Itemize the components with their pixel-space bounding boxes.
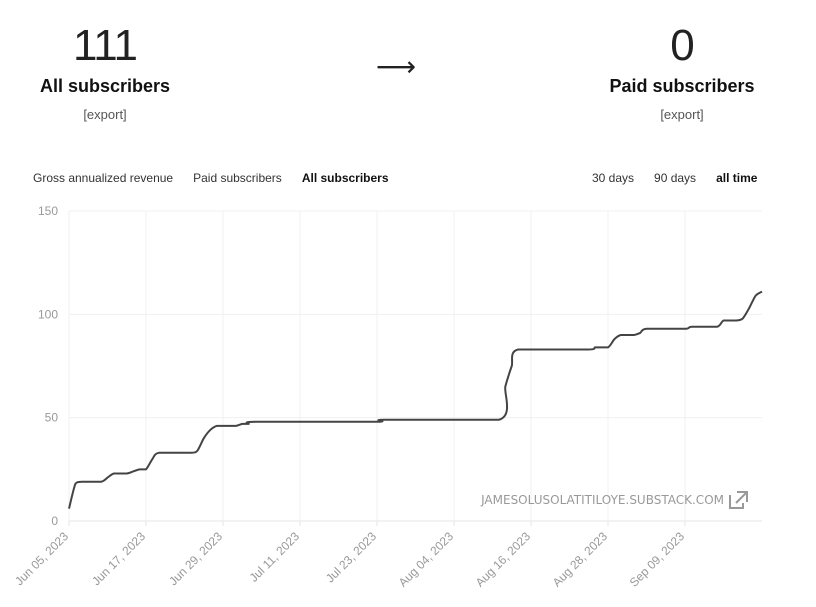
paid-subscribers-label: Paid subscribers <box>609 76 755 96</box>
y-tick-label: 100 <box>38 307 58 321</box>
external-link-icon[interactable] <box>729 491 748 509</box>
tab-90-days[interactable]: 90 days <box>654 171 697 185</box>
x-tick-label: Jul 23, 2023 <box>323 529 379 585</box>
x-tick-label: Jun 29, 2023 <box>166 529 225 588</box>
x-tick-label: Jun 17, 2023 <box>89 529 148 588</box>
range-tabs: 30 days 90 days all time <box>592 171 757 185</box>
y-tick-label: 50 <box>45 411 59 425</box>
x-tick-label: Jun 05, 2023 <box>12 529 71 588</box>
tab-all-time[interactable]: all time <box>716 171 758 185</box>
tab-gross-annualized-revenue[interactable]: Gross annualized revenue <box>33 171 174 185</box>
chart-grid <box>68 210 762 526</box>
series-line <box>68 290 763 509</box>
x-tick-label: Sep 09, 2023 <box>627 529 688 590</box>
all-subscribers-count: 111 <box>73 21 138 70</box>
tab-paid-subscribers[interactable]: Paid subscribers <box>193 171 282 185</box>
tab-30-days[interactable]: 30 days <box>592 171 635 185</box>
x-tick-label: Jul 11, 2023 <box>247 529 303 585</box>
paid-subscribers-count: 0 <box>670 21 694 70</box>
paid-subscribers-stat: 0 Paid subscribers [export] <box>602 21 762 123</box>
y-tick-label: 0 <box>51 514 58 528</box>
all-subscribers-stat: 111 All subscribers [export] <box>30 21 180 123</box>
y-tick-label: 150 <box>38 204 58 218</box>
watermark-text: JAMESOLUSOLATITILOYE.SUBSTACK.COM <box>480 493 724 507</box>
arrow-icon: ⟶ <box>376 51 417 82</box>
metric-tabs: Gross annualized revenue Paid subscriber… <box>33 171 389 185</box>
tab-all-subscribers[interactable]: All subscribers <box>301 171 389 185</box>
y-axis: 0 50 100 150 <box>38 204 58 528</box>
series-layer <box>68 290 763 509</box>
export-all-subscribers-link[interactable]: [export] <box>83 107 127 122</box>
export-paid-subscribers-link[interactable]: [export] <box>660 107 704 122</box>
x-axis: Jun 05, 2023 Jun 17, 2023 Jun 29, 2023 Jul … <box>12 529 687 590</box>
x-tick-label: Aug 04, 2023 <box>396 529 457 590</box>
x-tick-label: Aug 28, 2023 <box>550 529 611 590</box>
subscribers-line-chart: 0 50 100 150 Jun 05, 2023 Jun 17, 2023 Jun 29… <box>12 204 763 590</box>
x-tick-label: Aug 16, 2023 <box>473 529 534 590</box>
all-subscribers-label: All subscribers <box>39 76 171 96</box>
